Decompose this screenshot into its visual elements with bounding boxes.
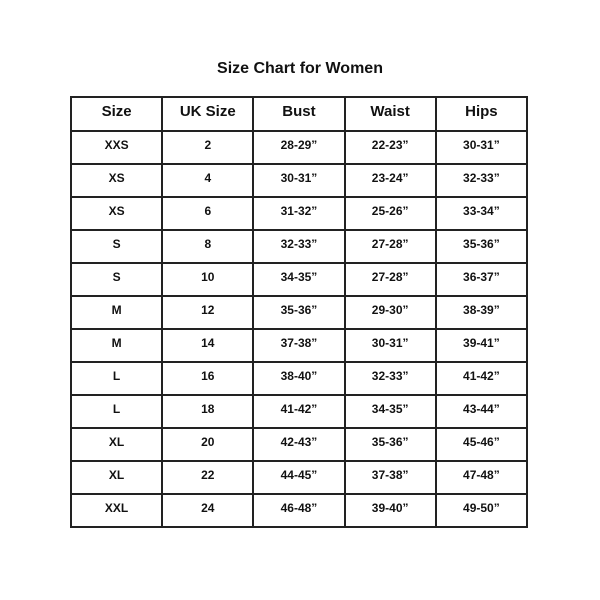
table-row: XS 4 30-31” 23-24” 32-33” (69, 163, 529, 198)
table-row: S 8 32-33” 27-28” 35-36” (69, 229, 529, 264)
table-row: XXS 2 28-29” 22-23” 30-31” (69, 130, 529, 165)
table-cell: M (69, 328, 164, 363)
table-cell: 32-33” (434, 163, 529, 198)
table-cell: 30-31” (434, 130, 529, 165)
column-header: Bust (252, 96, 346, 132)
table-cell: 25-26” (343, 196, 437, 231)
table-cell: 8 (161, 229, 255, 264)
table-cell: XS (69, 163, 164, 198)
table-cell: 39-40” (343, 493, 437, 528)
table-cell: 30-31” (252, 163, 346, 198)
table-cell: 10 (161, 262, 255, 297)
table-cell: 28-29” (252, 130, 346, 165)
size-chart-table: Size UK Size Bust Waist Hips XXS 2 28-29” 22-23… (69, 96, 529, 528)
table-row: L 18 41-42” 34-35” 43-44” (69, 394, 529, 429)
table-cell: 23-24” (343, 163, 437, 198)
table-cell: 49-50” (434, 493, 529, 528)
table-cell: 35-36” (252, 295, 346, 330)
table-cell: 35-36” (343, 427, 437, 462)
table-cell: 32-33” (252, 229, 346, 264)
table-cell: 46-48” (252, 493, 346, 528)
table-cell: 4 (161, 163, 255, 198)
table-cell: 35-36” (434, 229, 529, 264)
table-cell: L (69, 394, 164, 429)
table-cell: 16 (161, 361, 255, 396)
table-cell: S (69, 229, 164, 264)
table-cell: 22-23” (343, 130, 437, 165)
column-header: UK Size (161, 96, 255, 132)
table-cell: 18 (161, 394, 255, 429)
table-cell: 39-41” (434, 328, 529, 363)
table-cell: XS (69, 196, 164, 231)
table-row: XL 22 44-45” 37-38” 47-48” (69, 460, 529, 495)
table-cell: 24 (161, 493, 255, 528)
table-cell: 14 (161, 328, 255, 363)
table-cell: 2 (161, 130, 255, 165)
column-header: Size (69, 96, 164, 132)
table-row: S 10 34-35” 27-28” 36-37” (69, 262, 529, 297)
table-cell: 45-46” (434, 427, 529, 462)
table-cell: 12 (161, 295, 255, 330)
column-header: Waist (343, 96, 437, 132)
table-cell: 36-37” (434, 262, 529, 297)
table-row: XL 20 42-43” 35-36” 45-46” (69, 427, 529, 462)
table-cell: XXL (69, 493, 164, 528)
table-cell: M (69, 295, 164, 330)
table-cell: 20 (161, 427, 255, 462)
table-cell: 22 (161, 460, 255, 495)
table-cell: 6 (161, 196, 255, 231)
table-cell: 41-42” (252, 394, 346, 429)
table-cell: XL (69, 460, 164, 495)
table-cell: 38-40” (252, 361, 346, 396)
table-cell: 32-33” (343, 361, 437, 396)
table-cell: 41-42” (434, 361, 529, 396)
table-cell: 47-48” (434, 460, 529, 495)
table-cell: XXS (69, 130, 164, 165)
table-cell: 43-44” (434, 394, 529, 429)
table-row: M 14 37-38” 30-31” 39-41” (69, 328, 529, 363)
table-row: L 16 38-40” 32-33” 41-42” (69, 361, 529, 396)
page-title: Size Chart for Women (217, 60, 383, 77)
table-cell: 30-31” (343, 328, 437, 363)
table-cell: 27-28” (343, 262, 437, 297)
table-cell: 42-43” (252, 427, 346, 462)
column-header: Hips (434, 96, 529, 132)
table-cell: 37-38” (343, 460, 437, 495)
table-cell: 27-28” (343, 229, 437, 264)
table-row: XXL 24 46-48” 39-40” 49-50” (69, 493, 529, 528)
table-cell: S (69, 262, 164, 297)
table-row: XS 6 31-32” 25-26” 33-34” (69, 196, 529, 231)
table-row: M 12 35-36” 29-30” 38-39” (69, 295, 529, 330)
table-cell: L (69, 361, 164, 396)
table-cell: XL (69, 427, 164, 462)
header-row: Size UK Size Bust Waist Hips (69, 96, 529, 132)
table-cell: 38-39” (434, 295, 529, 330)
table-cell: 34-35” (252, 262, 346, 297)
table-cell: 29-30” (343, 295, 437, 330)
table-cell: 37-38” (252, 328, 346, 363)
table-cell: 33-34” (434, 196, 529, 231)
table-cell: 34-35” (343, 394, 437, 429)
table-cell: 44-45” (252, 460, 346, 495)
table-cell: 31-32” (252, 196, 346, 231)
